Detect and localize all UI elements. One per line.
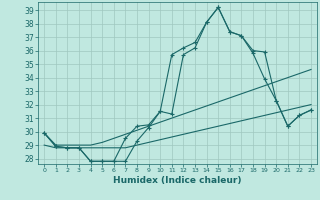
X-axis label: Humidex (Indice chaleur): Humidex (Indice chaleur) [113,176,242,185]
